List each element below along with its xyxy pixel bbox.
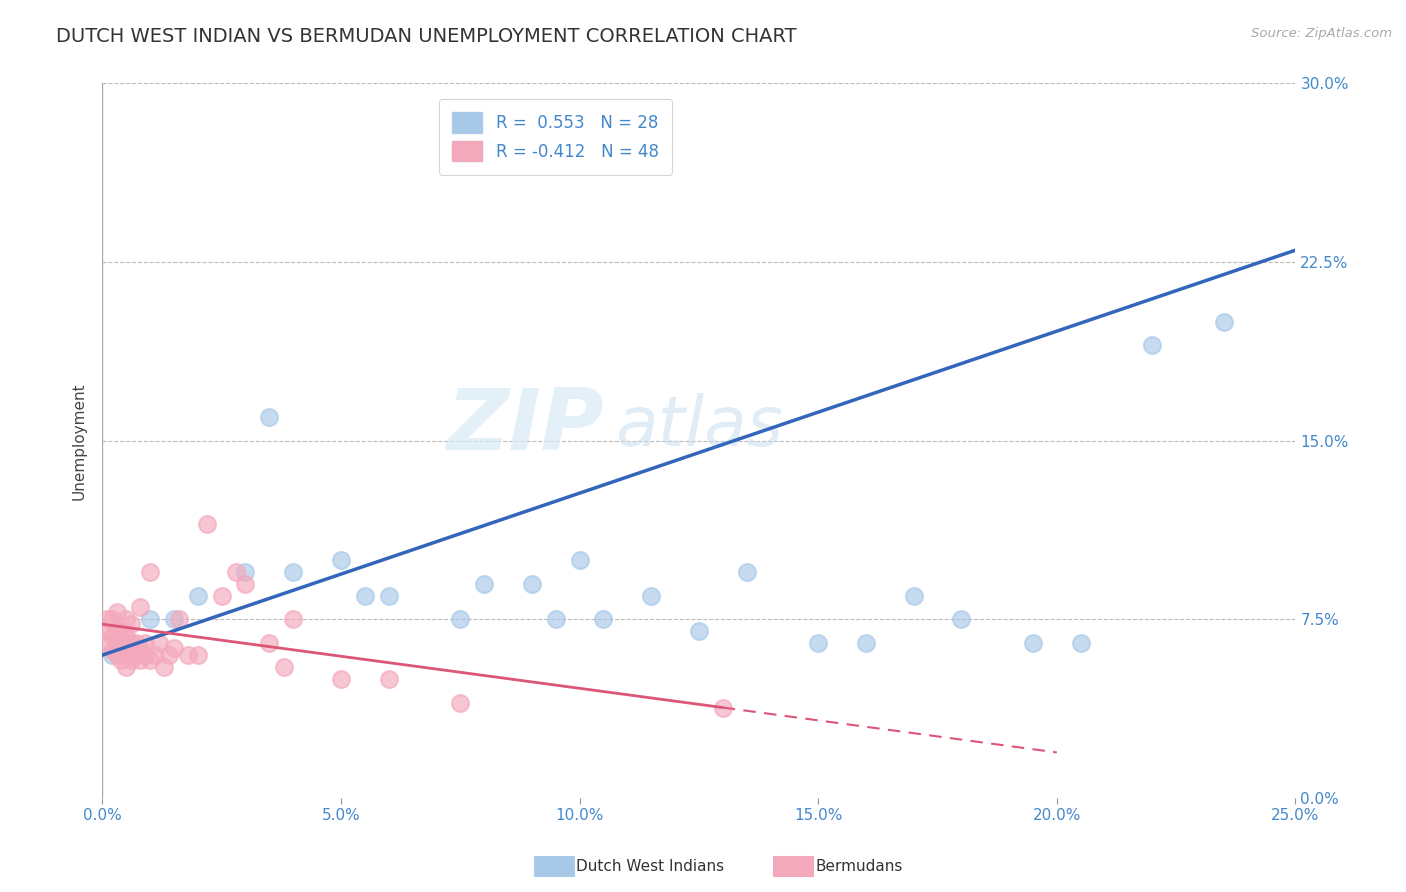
Point [544, 612, 567, 626]
Point [100, 629, 122, 643]
Point [520, 576, 543, 591]
Point [96, 636, 118, 650]
Point [195, 517, 218, 532]
Point [129, 600, 152, 615]
Point [807, 636, 830, 650]
Point [105, 648, 128, 662]
Point [329, 553, 352, 567]
Point [139, 612, 162, 626]
Point [449, 612, 471, 626]
Y-axis label: Unemployment: Unemployment [72, 382, 86, 500]
Point [129, 653, 152, 667]
Point [735, 565, 758, 579]
Point [855, 636, 877, 650]
Point [153, 660, 176, 674]
Point [157, 648, 180, 662]
Point [449, 696, 471, 710]
Point [235, 565, 257, 579]
Point [110, 640, 132, 655]
Point [110, 653, 132, 667]
Point [134, 648, 156, 662]
Point [281, 612, 304, 626]
Point [225, 565, 247, 579]
Point [688, 624, 710, 639]
Point [105, 605, 128, 619]
Point [1142, 338, 1164, 352]
Point [259, 409, 281, 424]
Point [110, 624, 132, 639]
Point [115, 660, 138, 674]
Point [105, 636, 128, 650]
Point [134, 636, 156, 650]
Point [115, 640, 138, 655]
Text: atlas: atlas [616, 393, 783, 460]
Point [124, 648, 146, 662]
Point [353, 589, 375, 603]
Point [1022, 636, 1045, 650]
Point [187, 648, 209, 662]
Point [124, 636, 146, 650]
Point [139, 565, 162, 579]
Point [115, 612, 138, 626]
Point [950, 612, 973, 626]
Point [273, 660, 295, 674]
Text: DUTCH WEST INDIAN VS BERMUDAN UNEMPLOYMENT CORRELATION CHART: DUTCH WEST INDIAN VS BERMUDAN UNEMPLOYME… [56, 27, 797, 45]
Point [115, 629, 138, 643]
Point [235, 576, 257, 591]
Point [187, 589, 209, 603]
Point [100, 612, 122, 626]
Point [143, 648, 166, 662]
Point [96, 624, 118, 639]
Point [139, 653, 162, 667]
Point [711, 700, 734, 714]
Point [167, 612, 190, 626]
Text: Bermudans: Bermudans [815, 859, 903, 873]
Point [568, 553, 591, 567]
Point [640, 589, 662, 603]
Point [120, 653, 142, 667]
Point [259, 636, 281, 650]
Point [163, 612, 186, 626]
Point [100, 643, 122, 657]
Point [129, 640, 152, 655]
Legend: R =  0.553   N = 28, R = -0.412   N = 48: R = 0.553 N = 28, R = -0.412 N = 48 [439, 99, 672, 175]
Point [115, 636, 138, 650]
Point [377, 589, 399, 603]
Point [1070, 636, 1092, 650]
Point [329, 672, 352, 686]
Point [592, 612, 614, 626]
Text: Dutch West Indians: Dutch West Indians [576, 859, 724, 873]
Point [96, 612, 118, 626]
Point [148, 636, 170, 650]
Point [472, 576, 495, 591]
Point [1212, 315, 1234, 329]
Point [177, 648, 200, 662]
Text: ZIP: ZIP [446, 385, 603, 468]
Text: Source: ZipAtlas.com: Source: ZipAtlas.com [1251, 27, 1392, 40]
Point [120, 617, 142, 632]
Point [100, 648, 122, 662]
Point [120, 636, 142, 650]
Point [377, 672, 399, 686]
Point [211, 589, 233, 603]
Point [281, 565, 304, 579]
Point [105, 624, 128, 639]
Point [903, 589, 925, 603]
Point [163, 640, 186, 655]
